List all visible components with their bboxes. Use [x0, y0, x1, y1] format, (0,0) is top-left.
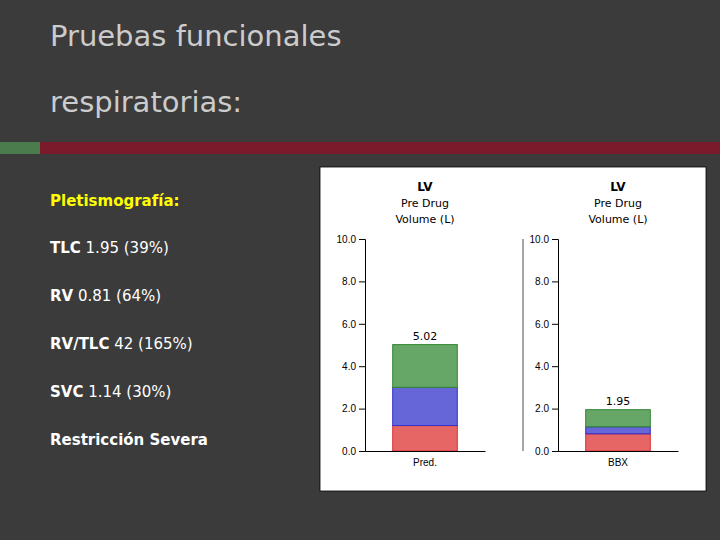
bars — [393, 345, 458, 451]
finding-line: RV/TLC 42 (165%) — [50, 335, 193, 353]
y-axis: 0.0 2.0 4.0 6.0 8.0 10.0 — [530, 234, 559, 457]
section-label: Pletismografía: — [50, 192, 180, 210]
finding-line: SVC 1.14 (30%) — [50, 383, 171, 401]
finding-line: Restricción Severa — [50, 431, 208, 449]
y-tick-mark — [359, 409, 365, 410]
y-tick-mark — [359, 366, 365, 367]
panel-title: LV — [610, 180, 626, 194]
y-tick: 8.0 — [535, 276, 558, 287]
y-tick-label: 0.0 — [342, 446, 356, 457]
y-tick-mark — [552, 366, 558, 367]
y-tick-mark — [359, 281, 365, 282]
y-tick-mark — [552, 324, 558, 325]
y-tick: 8.0 — [342, 276, 365, 287]
y-tick: 6.0 — [342, 319, 365, 330]
finding-line: RV 0.81 (64%) — [50, 287, 161, 305]
slide-title: Pruebas funcionales — [50, 19, 342, 53]
y-tick-mark — [552, 409, 558, 410]
y-tick-label: 4.0 — [342, 361, 356, 372]
bar-segment — [393, 426, 458, 451]
y-tick: 6.0 — [535, 319, 558, 330]
y-tick-mark — [552, 451, 558, 452]
finding-rest: 42 (165%) — [109, 335, 192, 353]
y-axis-title: Volume (L) — [395, 213, 454, 226]
x-axis-domain — [559, 451, 679, 452]
y-tick: 2.0 — [342, 403, 365, 414]
finding-rest: 1.14 (30%) — [83, 383, 171, 401]
bar-segment — [586, 427, 651, 434]
panel-subtitle: Pre Drug — [401, 197, 449, 210]
y-tick-label: 8.0 — [342, 276, 356, 287]
y-tick: 0.0 — [535, 446, 558, 457]
y-tick-label: 2.0 — [342, 403, 356, 414]
x-tick-label: Pred. — [413, 457, 437, 468]
finding-bold: SVC — [50, 383, 83, 401]
y-tick-label: 8.0 — [535, 276, 549, 287]
y-axis-domain — [552, 240, 559, 452]
total-label: 5.02 — [413, 330, 438, 343]
y-axis-title: Volume (L) — [588, 213, 647, 226]
y-tick: 4.0 — [342, 361, 365, 372]
y-tick-mark — [552, 281, 558, 282]
y-tick-label: 6.0 — [535, 319, 549, 330]
finding-line: TLC 1.95 (39%) — [50, 239, 169, 257]
y-tick-label: 4.0 — [535, 361, 549, 372]
x-axis: BBX — [559, 451, 679, 468]
divider — [522, 239, 524, 451]
finding-bold: Restricción Severa — [50, 431, 208, 449]
total-label: 1.95 — [606, 395, 631, 408]
y-tick-label: 10.0 — [530, 234, 550, 245]
bar-segment — [393, 387, 458, 425]
y-tick: 0.0 — [342, 446, 365, 457]
accent-red — [40, 142, 720, 154]
y-tick-label: 0.0 — [535, 446, 549, 457]
y-tick: 10.0 — [337, 234, 365, 245]
bars — [586, 410, 651, 451]
y-tick-label: 10.0 — [337, 234, 357, 245]
y-tick-mark — [359, 239, 365, 240]
bar-segment — [393, 345, 458, 388]
panel-title: LV — [417, 180, 433, 194]
y-tick-mark — [552, 239, 558, 240]
y-tick: 4.0 — [535, 361, 558, 372]
x-axis: Pred. — [366, 451, 486, 468]
finding-bold: TLC — [50, 239, 81, 257]
panel: 0.0 2.0 4.0 6.0 8.0 10.0 BBX 1.95 LV Pre Drug Volu… — [530, 180, 679, 468]
y-tick-mark — [359, 324, 365, 325]
finding-bold: RV — [50, 287, 74, 305]
y-tick: 10.0 — [530, 234, 558, 245]
finding-rest: 1.95 (39%) — [81, 239, 169, 257]
bar-segment — [586, 434, 651, 451]
panel: 0.0 2.0 4.0 6.0 8.0 10.0 Pred. 5.02 LV Pre Drug Vo… — [337, 180, 486, 468]
finding-bold: RV/TLC — [50, 335, 109, 353]
background — [0, 0, 720, 540]
panel-subtitle: Pre Drug — [594, 197, 642, 210]
chart-box — [320, 167, 706, 491]
slide: Pruebas funcionales respiratorias: Pletism… — [0, 0, 720, 540]
x-tick: BBX — [608, 451, 628, 468]
bar-segment — [586, 410, 651, 427]
x-axis-domain — [366, 451, 486, 452]
y-tick-label: 6.0 — [342, 319, 356, 330]
x-tick: Pred. — [413, 451, 437, 468]
x-tick-label: BBX — [608, 457, 628, 468]
y-tick-label: 2.0 — [535, 403, 549, 414]
finding-rest: 0.81 (64%) — [73, 287, 161, 305]
y-axis: 0.0 2.0 4.0 6.0 8.0 10.0 — [337, 234, 366, 457]
y-tick-mark — [359, 451, 365, 452]
slide-title: respiratorias: — [50, 85, 242, 119]
accent-green — [0, 142, 40, 154]
y-tick: 2.0 — [535, 403, 558, 414]
y-axis-domain — [359, 240, 366, 452]
